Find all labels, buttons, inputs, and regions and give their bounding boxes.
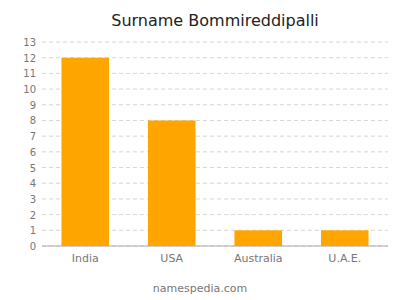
y-tick-label: 4	[30, 178, 36, 189]
y-tick-label: 13	[23, 37, 36, 48]
x-axis-line	[42, 246, 388, 247]
bar	[61, 58, 109, 246]
bars	[61, 58, 368, 246]
y-tick-label: 7	[30, 131, 36, 142]
y-tick-label: 12	[23, 53, 36, 64]
x-tick-label: U.A.E.	[328, 252, 361, 265]
x-tick-label: India	[72, 252, 99, 265]
y-tick-label: 0	[30, 241, 36, 252]
y-tick-label: 8	[30, 115, 36, 126]
y-tick-label: 10	[23, 84, 36, 95]
y-tick-label: 11	[23, 68, 36, 79]
bar	[234, 230, 282, 246]
y-tick-label: 1	[30, 225, 36, 236]
y-tick-label: 6	[30, 147, 36, 158]
bar	[148, 120, 196, 246]
title: Surname Bommireddipalli	[111, 11, 319, 30]
y-tick-label: 5	[30, 163, 36, 174]
y-tick-label: 3	[30, 194, 36, 205]
y-tick-label: 9	[30, 100, 36, 111]
bar	[321, 230, 369, 246]
footer-text: namespedia.com	[153, 282, 247, 295]
chart: Surname Bommireddipalli01234567891011121…	[0, 0, 400, 300]
chart-container: Surname Bommireddipalli01234567891011121…	[0, 0, 400, 300]
grid-line	[42, 42, 388, 43]
grid-line	[42, 246, 388, 247]
x-tick-label: USA	[160, 252, 183, 265]
x-tick-label: Australia	[234, 252, 283, 265]
y-tick-label: 2	[30, 210, 36, 221]
